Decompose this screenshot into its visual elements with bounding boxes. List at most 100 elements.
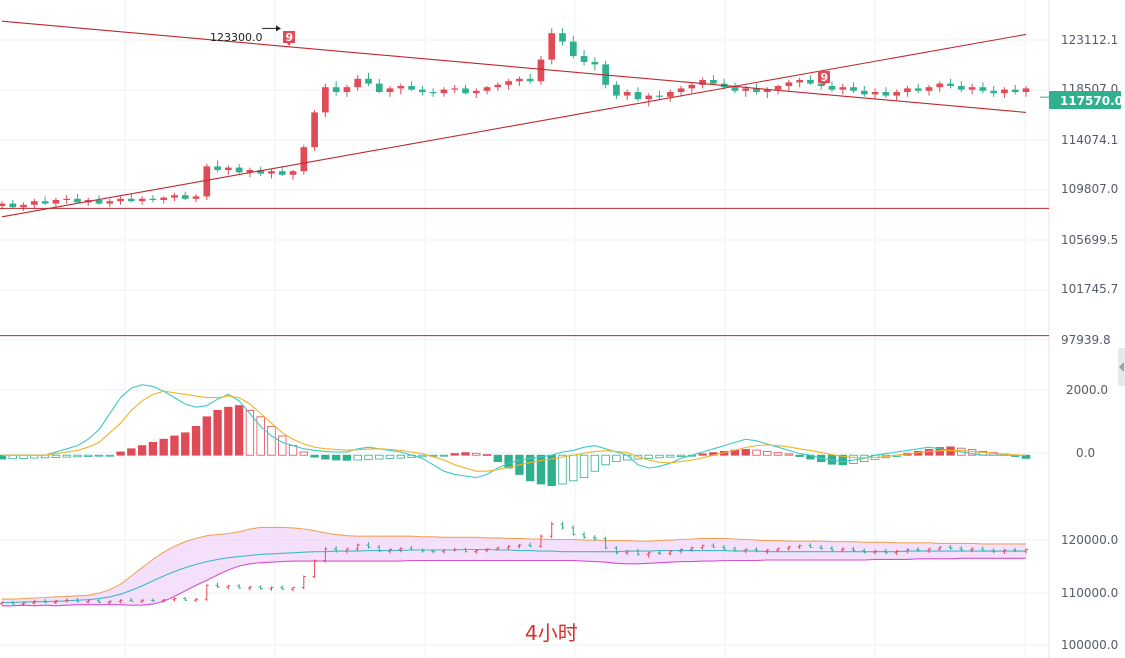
candle-body [440, 89, 448, 94]
candle-body [817, 83, 825, 86]
macd-histogram-bar [525, 454, 535, 482]
macd-histogram-bar [482, 454, 492, 456]
candle-body [656, 95, 663, 97]
macd-histogram-bar [676, 454, 686, 457]
candle-body [677, 88, 685, 92]
candle-body [623, 92, 631, 96]
macd-histogram-bar [278, 435, 287, 456]
candle-body [839, 87, 847, 90]
candle-body [537, 59, 545, 82]
candle-body [516, 78, 523, 82]
macd-histogram-bar [105, 454, 114, 457]
candle-body [311, 112, 318, 148]
macd-histogram-bar [558, 454, 567, 485]
candle-body [472, 90, 480, 94]
macd-dea-line [2, 390, 1027, 472]
candle-body [968, 87, 976, 90]
candle-body [462, 88, 469, 94]
candle-body [397, 86, 405, 89]
candle-body [354, 78, 362, 88]
price-tick-label: 109807.0 [1061, 182, 1118, 196]
candle-body [386, 88, 394, 92]
macd-histogram-bar [752, 449, 761, 456]
candle-body [882, 92, 890, 96]
candle-body [548, 33, 556, 60]
macd-histogram-bar [536, 454, 546, 485]
candle-body [860, 90, 868, 95]
candle-body [957, 86, 965, 90]
candle-body [850, 87, 857, 91]
price-tick-label: 123112.1 [1061, 33, 1118, 47]
macd-histogram-bar [321, 454, 330, 460]
macd-histogram-bar [763, 450, 772, 456]
candle-body [149, 198, 157, 200]
candle-body [904, 88, 911, 92]
macd-histogram-bar [364, 454, 373, 461]
price-tick-label: 105699.5 [1061, 233, 1118, 247]
td-marker-label: 9 [821, 71, 829, 84]
candle-body [893, 92, 900, 96]
candle-body [278, 171, 286, 175]
macd-histogram-bar [666, 454, 675, 458]
macd-histogram-bar [73, 454, 82, 458]
macd-histogram-bar [504, 454, 513, 469]
macd-histogram-bar [601, 454, 610, 466]
candle-body [160, 197, 168, 200]
price-tick-label: 101745.7 [1061, 282, 1118, 296]
candle-body [203, 166, 211, 197]
candle-body [429, 92, 437, 94]
drawing-lines: 99 [0, 20, 1049, 337]
high-annotation: 123300.0 [210, 31, 263, 44]
macd-histogram-bar [0, 454, 7, 460]
macd-histogram-bar [385, 454, 395, 459]
candle-body [936, 83, 944, 88]
macd-histogram-bar [569, 454, 578, 482]
candle-body [192, 196, 200, 199]
candle-body [1001, 89, 1008, 94]
bollinger-lower-line [2, 557, 1026, 607]
candle-body [41, 201, 49, 204]
macd-histogram-bar [137, 445, 147, 456]
candle-body [871, 92, 879, 95]
candle-body [332, 87, 340, 92]
macd-histogram-bar [191, 425, 201, 456]
macd-histogram-bar [741, 449, 750, 456]
price-tick-label: 114074.1 [1061, 133, 1118, 147]
price-tick-label: 97939.8 [1061, 333, 1111, 347]
panel-collapse-handle[interactable] [1118, 348, 1125, 386]
high-annotation-arrowhead [276, 25, 281, 32]
bollinger-middle-line [2, 548, 1026, 604]
trendline [1, 20, 1027, 113]
candle-body [1011, 89, 1019, 92]
candle-body [483, 87, 491, 91]
candle-body [138, 198, 146, 202]
candle-body [74, 198, 81, 203]
candle-body [666, 92, 674, 97]
trendline [1, 33, 1027, 218]
macd-histogram-bar [579, 454, 589, 479]
candle-body [365, 78, 372, 84]
macd-histogram-bar [202, 416, 211, 456]
macd-histogram-bar [450, 453, 459, 456]
last-price-tag: 117570.0 [1049, 91, 1123, 109]
macd-histogram-bar [493, 454, 503, 463]
candle-body [580, 56, 588, 62]
candle-body [774, 86, 782, 90]
td-marker-badge [283, 31, 295, 46]
macd-histogram-bar [234, 405, 244, 456]
candle-body [128, 198, 135, 202]
candle-body [753, 88, 760, 92]
candle-body [1022, 88, 1030, 92]
boll-tick-label: 120000.0 [1061, 533, 1118, 547]
macd-histogram-bar [127, 448, 136, 456]
macd-histogram-bar [84, 454, 93, 457]
candle-body [613, 84, 620, 96]
candle-body [171, 195, 178, 198]
candle-body [494, 84, 502, 88]
macd-histogram-bar [224, 406, 233, 456]
candle-body [106, 201, 114, 204]
last-price-badge [1049, 91, 1121, 109]
macd-histogram-bar [472, 452, 481, 456]
